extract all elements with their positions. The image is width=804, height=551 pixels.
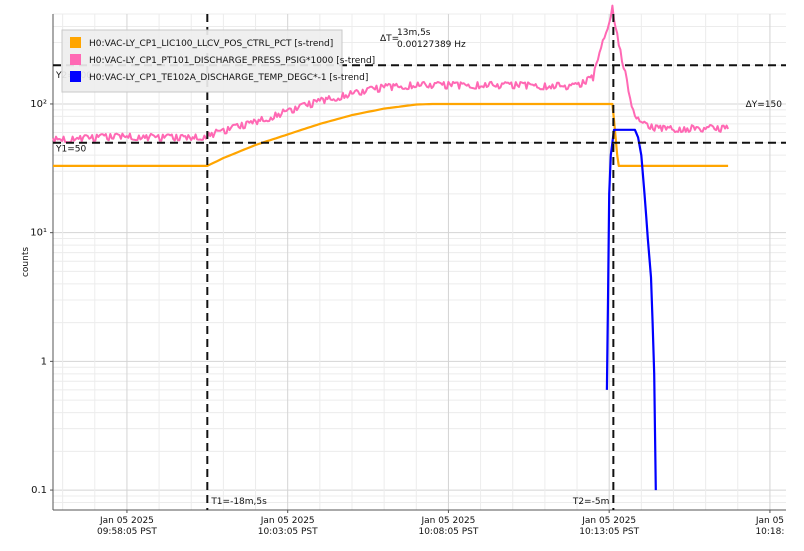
legend-entry-label: H0:VAC-LY_CP1_PT101_DISCHARGE_PRESS_PSIG… bbox=[89, 56, 375, 66]
plot-background bbox=[53, 14, 786, 510]
x-tick-time: 10:08:05 PST bbox=[418, 527, 478, 537]
x-tick-time: 10:13:05 PST bbox=[579, 527, 639, 537]
cursor-t1-label: T1=-18m,5s bbox=[210, 497, 267, 507]
x-tick-date: Jan 05 2025 bbox=[420, 516, 475, 526]
series-line-1 bbox=[53, 102, 729, 167]
series-group bbox=[52, 4, 730, 491]
legend-swatch bbox=[70, 54, 81, 65]
legend: H0:VAC-LY_CP1_LIC100_LLCV_POS_CTRL_PCT [… bbox=[61, 29, 375, 93]
cursor-dy-label: ΔY=150 bbox=[746, 100, 783, 110]
x-tick-date: Jan 05 2025 bbox=[581, 516, 636, 526]
cursor-dt-label: ΔT= bbox=[380, 34, 399, 44]
y-tick-labels: 0.1 1 10¹ 10² bbox=[30, 99, 53, 496]
series-line-3 bbox=[605, 128, 657, 491]
legend-swatch bbox=[70, 71, 81, 82]
x-tick-time: 10:03:05 PST bbox=[258, 527, 318, 537]
cursor-t2-label: T2=-5m bbox=[572, 497, 610, 507]
cursor-y1-label: Y1=50 bbox=[55, 145, 86, 155]
y-axis-label: counts bbox=[21, 247, 31, 277]
grid-lines bbox=[53, 13, 786, 511]
series-line-2 bbox=[52, 4, 730, 144]
legend-entry-label: H0:VAC-LY_CP1_LIC100_LLCV_POS_CTRL_PCT [… bbox=[89, 39, 333, 49]
y-tick-label: 10¹ bbox=[30, 228, 47, 239]
cursor-dt-value: 13m,5s bbox=[397, 28, 431, 38]
legend-entry-label: H0:VAC-LY_CP1_TE102A_DISCHARGE_TEMP_DEGC… bbox=[89, 73, 368, 83]
x-tick-time: 10:18: bbox=[755, 527, 784, 537]
x-tick-date: Jan 05 2025 bbox=[99, 516, 154, 526]
legend-box bbox=[61, 29, 343, 93]
x-tick-date: Jan 05 2025 bbox=[260, 516, 315, 526]
y-tick-label: 10² bbox=[30, 99, 47, 110]
x-tick-time: 09:58:05 PST bbox=[97, 527, 157, 537]
y-tick-label: 1 bbox=[41, 356, 47, 367]
legend-swatch bbox=[70, 37, 81, 48]
cursor-dt-freq: 0.00127389 Hz bbox=[397, 40, 466, 50]
x-tick-date: Jan 05 bbox=[755, 516, 784, 526]
y-tick-label: 0.1 bbox=[31, 485, 47, 496]
